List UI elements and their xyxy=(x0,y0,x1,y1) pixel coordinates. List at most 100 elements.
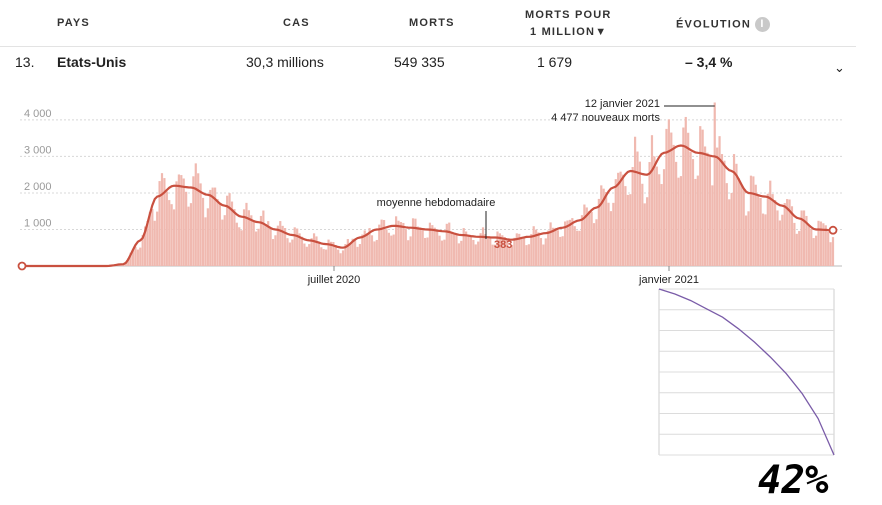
header-evolution[interactable]: ÉVOLUTION i xyxy=(676,17,770,32)
daily-bar xyxy=(790,206,794,266)
daily-bar xyxy=(156,211,159,266)
daily-bar xyxy=(658,174,661,266)
info-icon[interactable]: i xyxy=(754,17,770,32)
daily-bar xyxy=(185,191,188,266)
daily-bar xyxy=(568,219,572,266)
daily-bar xyxy=(271,239,275,266)
daily-bar xyxy=(291,239,294,266)
daily-bar xyxy=(286,238,289,266)
daily-bar xyxy=(699,126,702,267)
daily-bar xyxy=(805,215,808,266)
daily-bar xyxy=(421,230,424,266)
table-row[interactable]: 13. Etats-Unis 30,3 millions 549 335 1 6… xyxy=(0,47,856,77)
daily-bar xyxy=(510,244,514,266)
daily-bar xyxy=(465,231,468,266)
daily-bar xyxy=(646,197,649,266)
daily-bar xyxy=(370,235,374,266)
daily-bar xyxy=(689,151,692,266)
daily-bar xyxy=(662,169,666,266)
daily-bar xyxy=(213,187,217,266)
weekly-average-line xyxy=(22,144,833,268)
daily-bar xyxy=(257,228,260,266)
weekly-average-value: 383 xyxy=(494,239,512,251)
header-morts[interactable]: MORTS xyxy=(409,17,455,29)
header-cas[interactable]: CAS xyxy=(283,17,310,29)
daily-bar xyxy=(819,221,823,266)
daily-bar xyxy=(660,184,663,266)
daily-bar xyxy=(559,236,562,266)
daily-bar xyxy=(474,244,477,266)
daily-bar xyxy=(450,232,453,266)
daily-bar xyxy=(264,224,267,266)
daily-bar xyxy=(211,187,214,266)
end-point xyxy=(828,225,838,235)
daily-bar xyxy=(385,229,388,266)
daily-bar xyxy=(404,229,407,266)
chevron-down-icon[interactable]: ⌄ xyxy=(834,60,845,75)
daily-bar xyxy=(605,191,608,266)
daily-bar xyxy=(267,221,270,266)
daily-bar xyxy=(621,174,625,266)
y-tick-label: 2 000 xyxy=(24,181,52,193)
daily-bar xyxy=(716,147,719,266)
daily-bar xyxy=(363,230,366,266)
daily-bar xyxy=(759,197,762,266)
daily-bar xyxy=(672,144,675,266)
daily-bar xyxy=(585,207,588,266)
daily-bar xyxy=(588,211,591,266)
daily-bar xyxy=(764,214,767,266)
daily-bar xyxy=(781,214,784,266)
overlay-percentage: 42% xyxy=(758,458,829,503)
daily-bar xyxy=(597,198,600,266)
daily-bar xyxy=(399,222,403,266)
daily-bar xyxy=(776,210,779,266)
daily-bar xyxy=(452,232,456,266)
daily-bar xyxy=(182,178,185,266)
daily-bar xyxy=(127,258,130,266)
x-tick-label: janvier 2021 xyxy=(638,274,699,286)
daily-bar xyxy=(436,231,439,266)
daily-bar xyxy=(262,210,265,266)
daily-bar xyxy=(308,244,311,266)
daily-bar xyxy=(807,224,810,266)
header-1-million-sort[interactable]: 1 MILLION▼ xyxy=(530,26,608,38)
daily-bar xyxy=(527,244,530,266)
daily-bar xyxy=(312,233,316,266)
daily-bar xyxy=(358,244,362,266)
header-pays[interactable]: PAYS xyxy=(57,17,90,29)
daily-bar xyxy=(426,237,429,266)
daily-bar xyxy=(595,219,598,266)
daily-bar xyxy=(547,230,550,266)
daily-bar xyxy=(648,162,651,266)
daily-bar xyxy=(703,146,707,266)
daily-bar xyxy=(163,178,166,266)
daily-bar xyxy=(445,223,448,266)
daily-bar xyxy=(754,184,757,266)
daily-bar xyxy=(143,226,147,266)
daily-bar xyxy=(223,215,226,266)
daily-bar xyxy=(761,213,765,266)
daily-bar xyxy=(576,230,579,266)
daily-bar xyxy=(134,246,137,266)
daily-bar xyxy=(535,229,538,266)
daily-bar xyxy=(457,243,460,266)
daily-bar xyxy=(580,215,584,266)
daily-bar xyxy=(206,208,209,266)
daily-bar xyxy=(322,249,325,266)
daily-bar xyxy=(718,136,721,266)
daily-bar xyxy=(612,202,615,266)
daily-bar xyxy=(380,219,383,266)
daily-bar xyxy=(366,233,369,266)
daily-bar xyxy=(197,173,200,266)
daily-bar xyxy=(279,221,282,266)
daily-bar xyxy=(831,237,835,266)
daily-bar xyxy=(675,161,678,266)
daily-bar xyxy=(296,228,299,266)
daily-bar xyxy=(455,234,458,266)
daily-bar xyxy=(684,116,687,266)
daily-bar xyxy=(448,222,451,266)
daily-bar xyxy=(440,240,444,266)
header-morts-pour[interactable]: MORTS POUR xyxy=(525,9,612,21)
daily-bar xyxy=(554,227,557,266)
